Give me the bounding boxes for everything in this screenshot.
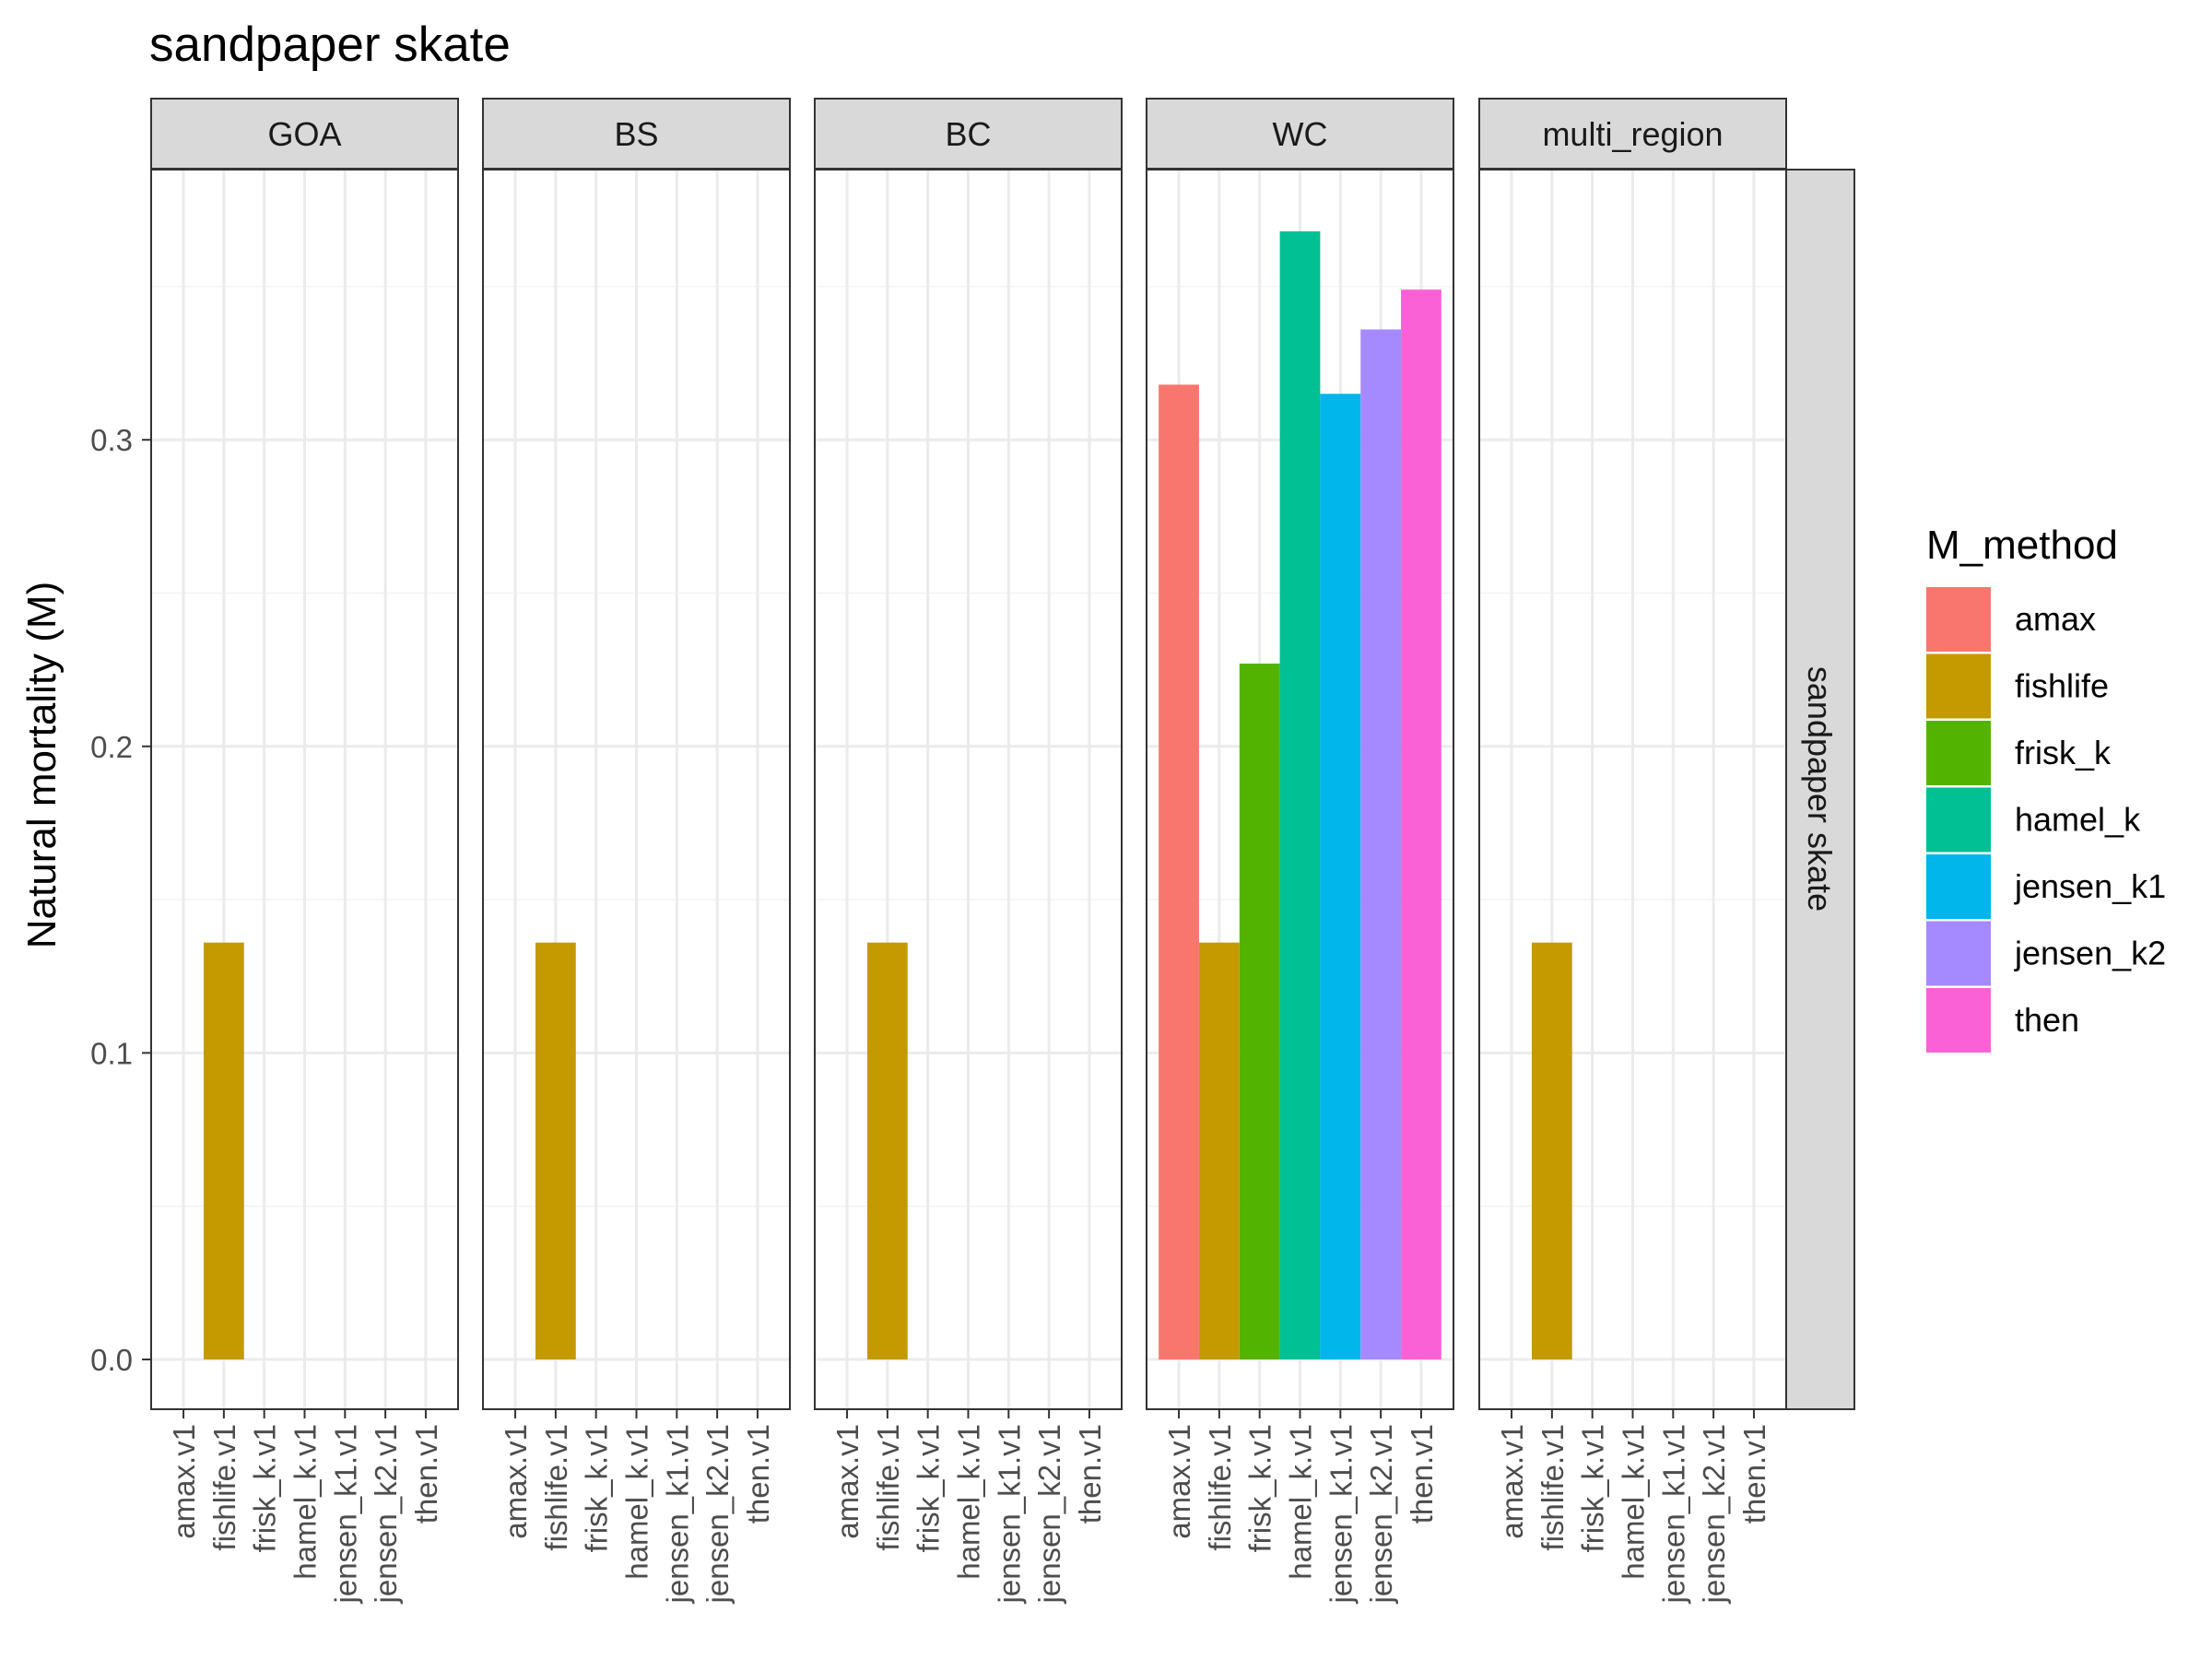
strip-label: BC — [945, 115, 991, 153]
x-tick-label: jensen_k1.v1 — [992, 1424, 1026, 1604]
x-tick-label: fishlife.v1 — [207, 1424, 241, 1551]
y-tick-label: 0.0 — [90, 1343, 133, 1377]
x-tick-label: amax.v1 — [1495, 1424, 1529, 1539]
y-tick-label: 0.3 — [90, 423, 133, 457]
x-tick-label: frisk_k.v1 — [1576, 1424, 1610, 1552]
legend-title: M_method — [1926, 523, 2118, 568]
legend-swatch-hamel_k — [1926, 787, 1991, 853]
legend-label: frisk_k — [2015, 734, 2112, 771]
legend: M_method amax fishlife frisk_k hamel_kjense… — [1926, 523, 2166, 1053]
y-axis-title: Natural mortality (M) — [19, 582, 65, 949]
chart-title: sandpaper skate — [149, 18, 511, 72]
panel-multi_region: multi_region amax.v1 fishlife.v1 frisk_k.v1… — [1478, 98, 1787, 1604]
legend-swatch-frisk_k — [1926, 721, 1991, 785]
x-tick-label: frisk_k.v1 — [912, 1424, 946, 1552]
x-tick-label: then.v1 — [1073, 1424, 1107, 1524]
bar-WC-frisk_k.v1 — [1239, 663, 1280, 1359]
bar-WC-fishlife.v1 — [1198, 942, 1240, 1359]
x-tick-label: jensen_k1.v1 — [1656, 1424, 1690, 1604]
legend-swatch-jensen_k1 — [1926, 854, 1991, 919]
legend-label: fishlife — [2015, 667, 2109, 705]
x-tick-label: frisk_k.v1 — [248, 1424, 282, 1552]
legend-swatch-fishlife — [1926, 653, 1991, 719]
bar-WC-amax.v1 — [1159, 384, 1199, 1359]
x-tick-label: hamel_k.v1 — [620, 1424, 654, 1580]
bar-GOA-fishlife.v1 — [203, 942, 244, 1359]
legend-swatch-jensen_k2 — [1926, 921, 1991, 986]
bar-BS-fishlife.v1 — [535, 942, 576, 1359]
x-tick-label: hamel_k.v1 — [1284, 1424, 1318, 1580]
x-tick-label: jensen_k2.v1 — [1364, 1424, 1398, 1604]
x-tick-label: then.v1 — [741, 1424, 775, 1524]
legend-label: jensen_k2 — [2014, 935, 2166, 972]
legend-swatch-then — [1926, 988, 1991, 1053]
x-tick-label: fishlife.v1 — [1203, 1424, 1237, 1551]
x-tick-label: amax.v1 — [1162, 1424, 1196, 1539]
y-axis: 0.0 0.1 0.2 0.3 — [90, 423, 151, 1377]
x-tick-label: then.v1 — [1405, 1424, 1439, 1524]
panel-BS: BS amax.v1 fishlife.v1 frisk_k.v1 hamel_k.v1… — [482, 98, 791, 1604]
legend-label: jensen_k1 — [2014, 867, 2166, 905]
legend-label: hamel_k — [2015, 801, 2141, 839]
bar-WC-hamel_k.v1 — [1279, 231, 1321, 1360]
row-strip: sandpaper skate — [1785, 169, 1855, 1410]
row-strip-label: sandpaper skate — [1801, 666, 1839, 912]
x-tick-label: then.v1 — [1737, 1424, 1771, 1524]
x-tick-label: fishlife.v1 — [539, 1424, 573, 1551]
panel-WC: WC amax.v1 fishlife.v1 frisk_k.v1 hamel_k.v1… — [1146, 98, 1454, 1604]
bar-WC-jensen_k2.v1 — [1360, 329, 1402, 1359]
strip-label: multi_region — [1542, 115, 1723, 153]
x-tick-label: jensen_k1.v1 — [328, 1424, 362, 1604]
x-tick-label: jensen_k2.v1 — [700, 1424, 735, 1604]
strip-WC — [1146, 98, 1454, 170]
x-tick-label: fishlife.v1 — [1535, 1424, 1570, 1551]
panel-GOA: GOA amax.v1 fishlife.v1 frisk_k.v1 hamel_k.v… — [150, 98, 459, 1604]
x-tick-label: jensen_k2.v1 — [1697, 1424, 1731, 1604]
strip-label: WC — [1273, 115, 1328, 153]
legend-label: then — [2015, 1001, 2079, 1039]
panel-BC: BC amax.v1 fishlife.v1 frisk_k.v1 hamel_k.v1… — [814, 98, 1123, 1604]
x-tick-label: hamel_k.v1 — [1617, 1424, 1651, 1580]
x-tick-label: amax.v1 — [167, 1424, 201, 1539]
x-tick-label: jensen_k1.v1 — [1324, 1424, 1358, 1604]
x-tick-label: frisk_k.v1 — [1243, 1424, 1277, 1552]
bar-multi_region-fishlife.v1 — [1531, 942, 1572, 1359]
x-tick-label: hamel_k.v1 — [288, 1424, 323, 1580]
x-tick-label: jensen_k2.v1 — [1032, 1424, 1066, 1604]
strip-multi_region — [1478, 98, 1787, 170]
legend-label: amax — [2015, 600, 2096, 638]
strip-GOA — [150, 98, 459, 170]
x-tick-label: amax.v1 — [499, 1424, 533, 1539]
legend-swatch-amax — [1926, 587, 1991, 652]
x-tick-label: hamel_k.v1 — [952, 1424, 986, 1580]
x-tick-label: jensen_k2.v1 — [369, 1424, 403, 1604]
x-tick-label: jensen_k1.v1 — [660, 1424, 694, 1604]
x-tick-label: fishlife.v1 — [871, 1424, 905, 1551]
bar-WC-then.v1 — [1401, 289, 1441, 1359]
strip-label: BS — [614, 115, 658, 153]
x-tick-label: amax.v1 — [830, 1424, 865, 1539]
strip-BC — [814, 98, 1123, 170]
x-tick-label: frisk_k.v1 — [580, 1424, 614, 1552]
bar-BC-fishlife.v1 — [866, 942, 908, 1359]
y-tick-label: 0.1 — [90, 1036, 133, 1070]
strip-label: GOA — [267, 115, 341, 153]
y-tick-label: 0.2 — [90, 730, 133, 764]
strip-BS — [482, 98, 791, 170]
bar-WC-jensen_k1.v1 — [1320, 394, 1361, 1359]
x-tick-label: then.v1 — [409, 1424, 443, 1524]
